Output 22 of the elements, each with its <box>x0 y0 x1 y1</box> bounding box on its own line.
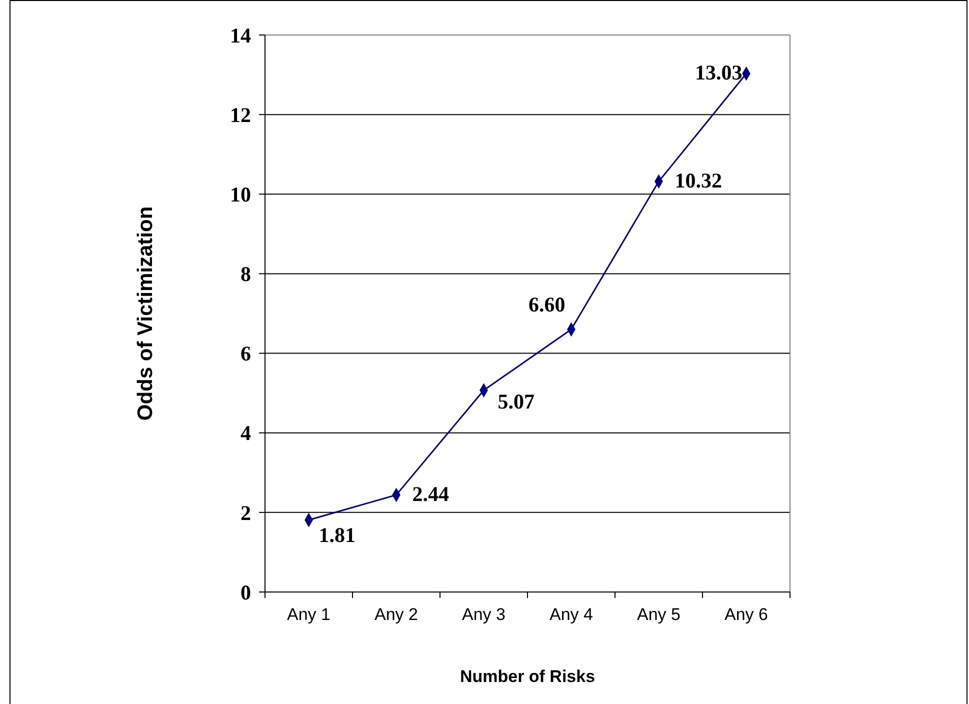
y-tick-label: 14 <box>230 23 252 48</box>
data-label: 2.44 <box>412 482 450 506</box>
x-tick-label: Any 4 <box>550 605 593 624</box>
data-label: 6.60 <box>528 292 566 316</box>
y-axis-title: Odds of Victimization <box>134 206 157 421</box>
data-label: 13.03 <box>695 60 742 85</box>
y-tick-label: 10 <box>230 182 251 206</box>
x-tick-label: Any 2 <box>374 605 418 624</box>
y-tick-label: 4 <box>240 421 252 446</box>
y-tick-label: 2 <box>240 500 251 525</box>
y-tick-label: 12 <box>230 102 251 127</box>
x-axis-title: Number of Risks <box>460 667 596 686</box>
y-tick-label: 6 <box>240 342 251 366</box>
y-tick-label: 0 <box>240 580 251 604</box>
data-label: 1.81 <box>318 522 356 547</box>
data-label: 5.07 <box>498 389 534 414</box>
x-tick-label: Any 1 <box>287 605 330 624</box>
y-tick-label: 8 <box>240 262 251 286</box>
x-tick-label: Any 3 <box>462 605 506 624</box>
x-tick-label: Any 6 <box>724 605 768 624</box>
x-tick-label: Any 5 <box>637 605 680 624</box>
data-label: 10.32 <box>674 168 722 192</box>
